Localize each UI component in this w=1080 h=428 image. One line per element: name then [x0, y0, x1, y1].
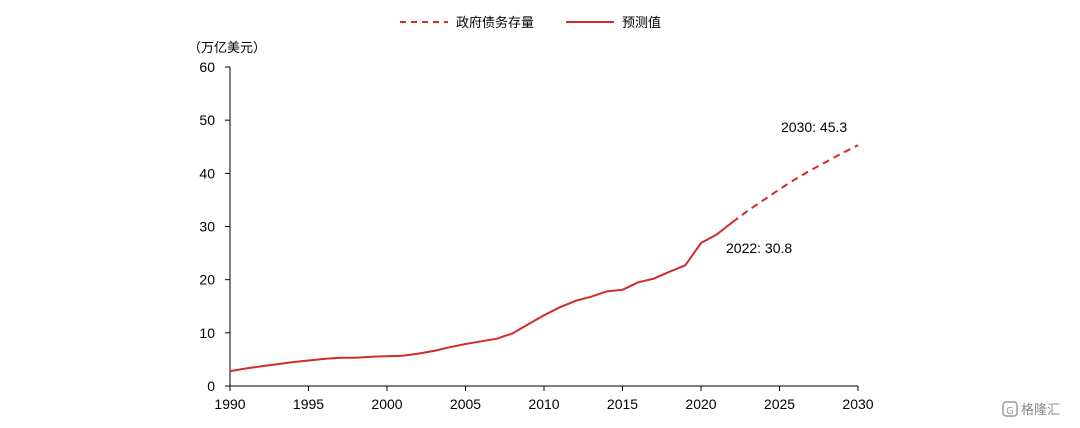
x-tick-label: 2015 [607, 396, 638, 412]
x-tick-label: 2010 [528, 396, 559, 412]
y-axis-unit-label: （万亿美元） [188, 41, 266, 56]
watermark-text: 格隆汇 [1021, 402, 1060, 418]
y-tick-label: 30 [199, 219, 215, 235]
series-line-solid [229, 221, 734, 373]
legend-label-dashed: 政府债务存量 [456, 15, 534, 31]
y-tick-label: 60 [199, 59, 215, 75]
x-tick-label: 1995 [293, 396, 324, 412]
watermark-logo-glyph: G [1006, 406, 1014, 417]
y-tick-label: 10 [199, 325, 215, 341]
y-tick-label: 50 [199, 112, 215, 128]
watermark: G 格隆汇 [1002, 401, 1060, 418]
x-tick-label: 2020 [685, 396, 716, 412]
x-ticks: 1990 1995 2000 2005 2010 2015 2020 2025 2030 [214, 386, 874, 412]
annotation-2022: 2022: 30.8 [726, 240, 792, 256]
y-ticks: 0 10 20 30 40 50 60 [199, 59, 230, 394]
x-tick-label: 2005 [450, 396, 481, 412]
series-layer [229, 144, 859, 373]
x-tick-label: 2000 [371, 396, 402, 412]
x-tick-label: 2025 [764, 396, 795, 412]
y-tick-label: 0 [207, 378, 215, 394]
y-tick-label: 20 [199, 272, 215, 288]
y-tick-label: 40 [199, 165, 215, 181]
annotation-2030: 2030: 45.3 [781, 119, 847, 135]
series-line-dashed [731, 144, 859, 224]
legend: 政府债务存量 预测值 [400, 15, 661, 31]
watermark-logo-icon [1002, 401, 1018, 417]
x-tick-label: 1990 [214, 396, 245, 412]
x-tick-label: 2030 [842, 396, 873, 412]
legend-label-solid: 预测值 [622, 15, 661, 31]
